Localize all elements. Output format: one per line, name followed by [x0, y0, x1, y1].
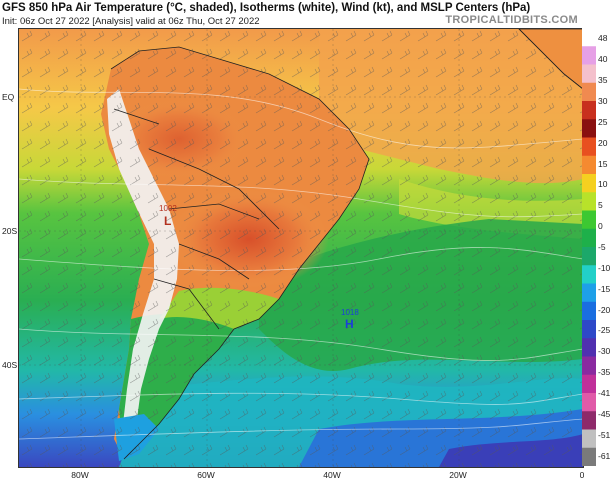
- colorbar-label: -20: [598, 304, 611, 315]
- lon-label-0: 0: [579, 470, 585, 480]
- colorbar-label: 20: [598, 137, 608, 148]
- colorbar-label: -51: [598, 429, 611, 440]
- colorbar-swatch: [582, 447, 596, 466]
- colorbar-swatch: [582, 210, 596, 230]
- temperature-map: 1002 L 1018 H: [18, 28, 584, 468]
- colorbar-label: 35: [598, 75, 608, 86]
- lon-label-80w: 80W: [71, 470, 89, 480]
- colorbar-swatch: [582, 356, 596, 376]
- colorbar-swatch: [582, 28, 596, 47]
- colorbar-label: -25: [598, 325, 611, 336]
- colorbar-swatch: [582, 192, 596, 211]
- colorbar-swatch: [582, 320, 596, 339]
- colorbar-label: -10: [598, 262, 611, 273]
- colorbar-swatch: [582, 64, 596, 84]
- low-pressure-value: 1002: [159, 204, 177, 213]
- colorbar-label: 48: [598, 33, 608, 44]
- colorbar-swatch: [582, 374, 596, 394]
- colorbar-swatch: [582, 247, 596, 266]
- colorbar-swatch: [582, 411, 596, 430]
- colorbar-swatch: [582, 174, 596, 193]
- colorbar-swatch: [582, 283, 596, 303]
- colorbar-swatch: [582, 155, 596, 175]
- colorbar-swatch: [582, 393, 596, 412]
- colorbar-label: 10: [598, 179, 608, 190]
- colorbar-swatch: [582, 338, 596, 357]
- colorbar-swatch: [582, 228, 596, 248]
- colorbar-label: 5: [598, 200, 603, 211]
- colorbar-swatch: [582, 82, 596, 102]
- lat-label-20s: 20S: [2, 226, 18, 236]
- lon-label-20w: 20W: [449, 470, 467, 480]
- colorbar-swatch: [582, 101, 596, 120]
- colorbar-swatch: [582, 265, 596, 284]
- colorbar-swatch: [582, 46, 596, 65]
- colorbar-label: 25: [598, 116, 608, 127]
- lon-label-60w: 60W: [197, 470, 215, 480]
- colorbar-swatch: [582, 429, 596, 449]
- colorbar-label: 0: [598, 221, 603, 232]
- colorbar-label: 40: [598, 54, 608, 65]
- map-subtitle: Init: 06z Oct 27 2022 [Analysis] valid a…: [2, 16, 260, 27]
- high-pressure-center: 1018 H: [341, 308, 359, 331]
- colorbar-label: -41: [598, 388, 611, 398]
- lat-label-40s: 40S: [2, 360, 18, 370]
- colorbar-label: -45: [598, 408, 611, 419]
- colorbar-swatch: [582, 301, 596, 321]
- colorbar-label: 15: [598, 158, 608, 169]
- colorbar-label: -5: [598, 242, 606, 252]
- colorbar-label: -61: [598, 450, 611, 461]
- lat-label-eq: EQ: [2, 92, 15, 102]
- colorbar-label: -15: [598, 283, 611, 294]
- high-pressure-value: 1018: [341, 308, 359, 317]
- colorbar-swatch: [582, 119, 596, 138]
- colorbar: [582, 28, 596, 466]
- brand-watermark: TROPICALTIDBITS.COM: [445, 14, 578, 26]
- low-pressure-center: 1002 L: [159, 204, 177, 228]
- colorbar-swatch: [582, 137, 596, 157]
- map-title: GFS 850 hPa Air Temperature (°C, shaded)…: [2, 2, 531, 14]
- colorbar-label: -35: [598, 367, 611, 378]
- low-pressure-symbol: L: [164, 214, 171, 228]
- colorbar-label: -30: [598, 346, 611, 357]
- lon-label-40w: 40W: [323, 470, 341, 480]
- colorbar-label: 30: [598, 96, 608, 106]
- high-pressure-symbol: H: [345, 317, 354, 331]
